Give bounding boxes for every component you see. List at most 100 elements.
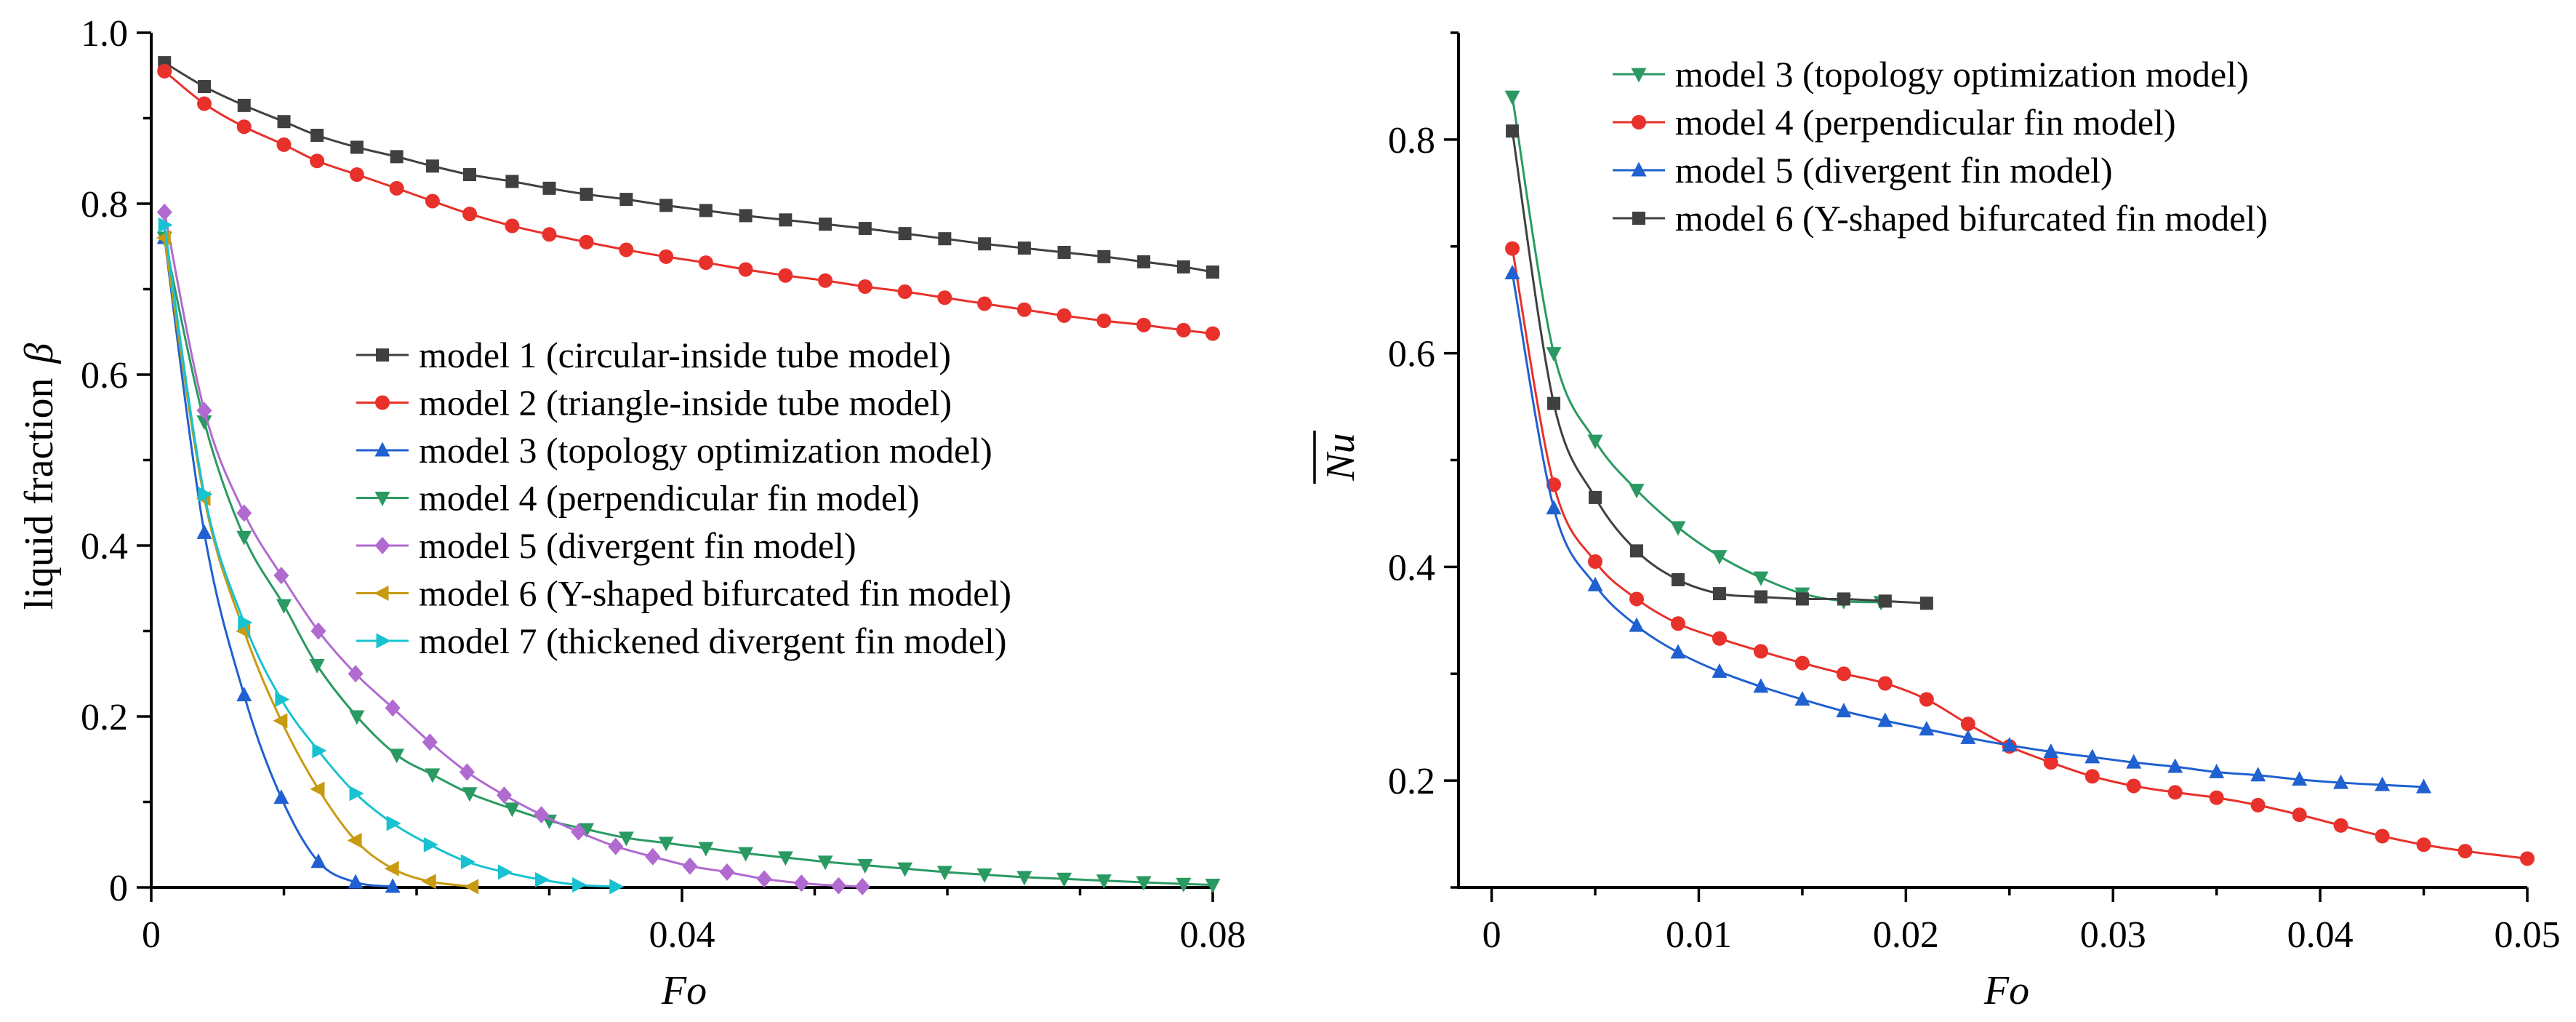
left-legend-entry: model 4 (perpendicular fin model) bbox=[356, 478, 920, 519]
left-series-1 bbox=[158, 56, 1219, 279]
left-legend-entry: model 2 (triangle-inside tube model) bbox=[356, 383, 952, 423]
left-series-1-point bbox=[938, 232, 952, 246]
left-legend-swatch-marker bbox=[374, 586, 389, 601]
left-series-6-point bbox=[384, 861, 399, 877]
right-series-3-point bbox=[1504, 264, 1520, 279]
right-legend-entry: model 3 (topology optimization model) bbox=[1613, 54, 2249, 95]
right-legend-swatch-marker bbox=[1632, 115, 1646, 129]
right-series-2-point bbox=[1877, 676, 1893, 691]
left-series-2-point bbox=[349, 167, 364, 183]
left-x-tick-label: 0 bbox=[142, 914, 161, 956]
left-legend-entry: model 1 (circular-inside tube model) bbox=[356, 335, 951, 375]
right-series-3-point bbox=[1919, 721, 1935, 736]
left-series-2-line bbox=[164, 70, 1213, 335]
left-series-1-point bbox=[779, 213, 793, 227]
left-series-2-point bbox=[698, 255, 713, 271]
left-series-5-point bbox=[273, 567, 289, 585]
left-series-6-point bbox=[310, 781, 325, 797]
left-series-1-point bbox=[1057, 245, 1071, 259]
left-series-7-point bbox=[423, 837, 438, 853]
left-series-2-point bbox=[505, 218, 520, 233]
left-series-1-point bbox=[277, 115, 291, 129]
right-legend-label: model 4 (perpendicular fin model) bbox=[1675, 102, 2176, 143]
left-y-tick-label: 0 bbox=[109, 868, 128, 909]
left-series-4-point bbox=[579, 823, 595, 838]
left-series-2-point bbox=[1016, 302, 1032, 317]
left-series-2-point bbox=[1205, 326, 1220, 341]
left-series-7-point bbox=[238, 615, 253, 631]
right-x-axis-label: Fo bbox=[1983, 968, 2029, 1013]
left-series-7-point bbox=[158, 217, 173, 233]
left-y-tick-label: 0.8 bbox=[81, 184, 128, 225]
right-series-2-point bbox=[2292, 807, 2307, 823]
right-series-3-point bbox=[2209, 763, 2225, 778]
right-legend-entry: model 5 (divergent fin model) bbox=[1613, 150, 2113, 191]
left-series-1-point bbox=[237, 98, 251, 112]
left-series-2-point bbox=[236, 119, 252, 135]
left-series-3-point bbox=[196, 524, 212, 539]
left-series-2-point bbox=[425, 193, 440, 209]
left-x-axis-label: Fo bbox=[661, 968, 707, 1013]
left-series-1-point bbox=[425, 159, 439, 173]
right-series-3-point bbox=[2250, 767, 2266, 782]
left-series-2-point bbox=[542, 227, 557, 242]
right-series-3-point bbox=[2085, 748, 2100, 764]
left-series-4-point bbox=[658, 837, 674, 852]
right-series-1-point bbox=[1753, 571, 1769, 586]
right-series-3-point bbox=[1546, 500, 1562, 515]
left-series-5-point bbox=[756, 870, 772, 888]
left-legend-entry: model 7 (thickened divergent fin model) bbox=[356, 620, 1007, 661]
left-series-4-point bbox=[1016, 871, 1032, 886]
left-legend-entry: model 5 (divergent fin model) bbox=[356, 525, 856, 566]
right-series-3-point bbox=[1836, 703, 1852, 718]
left-series-1-point bbox=[699, 204, 713, 217]
right-x-tick-label: 0.05 bbox=[2495, 914, 2561, 956]
right-series-3-point bbox=[1753, 678, 1769, 693]
left-series-1-point bbox=[350, 140, 364, 154]
left-series-4-point bbox=[857, 858, 873, 874]
left-series-2-point bbox=[1176, 322, 1191, 338]
right-series-2-point bbox=[2333, 818, 2348, 833]
left-series-6-point bbox=[273, 713, 288, 729]
left-series-1-point bbox=[659, 199, 673, 212]
right-series-2-point bbox=[2375, 829, 2390, 844]
right-legend-label: model 3 (topology optimization model) bbox=[1675, 54, 2249, 95]
left-series-4-point bbox=[196, 415, 212, 431]
right-series-3-point bbox=[1587, 576, 1603, 591]
left-series-1-point bbox=[1137, 255, 1151, 268]
left-legend-label: model 1 (circular-inside tube model) bbox=[419, 335, 951, 375]
left-legend: model 1 (circular-inside tube model) mode… bbox=[356, 335, 1011, 661]
left-series-4-point bbox=[976, 868, 992, 883]
right-series-3-point bbox=[2167, 758, 2183, 773]
right-series-3 bbox=[1504, 264, 2432, 794]
left-series-1-point bbox=[463, 168, 476, 182]
left-series-1-point bbox=[1017, 241, 1031, 255]
left-series-4-point bbox=[236, 530, 252, 546]
left-series-2-point bbox=[659, 249, 674, 264]
left-series-4-point bbox=[349, 710, 365, 725]
right-x-tick-label: 0.04 bbox=[2287, 914, 2354, 956]
right-series-2-line bbox=[1511, 248, 2528, 860]
left-series-3-point bbox=[348, 874, 364, 889]
left-series-6-point bbox=[421, 874, 436, 890]
left-series-2-point bbox=[778, 268, 793, 283]
left-legend-label: model 4 (perpendicular fin model) bbox=[419, 478, 920, 519]
left-series-3-point bbox=[385, 878, 401, 893]
right-legend-swatch-marker bbox=[1632, 212, 1645, 225]
left-series-2-point bbox=[1136, 317, 1152, 332]
left-series-5-point bbox=[571, 823, 587, 841]
right-y-tick-label: 0.8 bbox=[1388, 120, 1435, 161]
right-legend-label: model 6 (Y-shaped bifurcated fin model) bbox=[1675, 198, 2268, 239]
left-series-7-point bbox=[497, 864, 513, 880]
right-series-2-point bbox=[1629, 591, 1644, 607]
left-series-2-point bbox=[310, 153, 325, 169]
left-legend-label: model 7 (thickened divergent fin model) bbox=[419, 620, 1007, 661]
right-series-3-point bbox=[2043, 743, 2059, 758]
left-series-1-point bbox=[542, 181, 556, 195]
right-series-2-point bbox=[1712, 631, 1727, 646]
left-legend-swatch-marker bbox=[375, 395, 390, 410]
right-series-3-point bbox=[2292, 771, 2308, 786]
right-series-2-point bbox=[2043, 755, 2058, 770]
left-legend-label: model 3 (topology optimization model) bbox=[419, 430, 992, 471]
